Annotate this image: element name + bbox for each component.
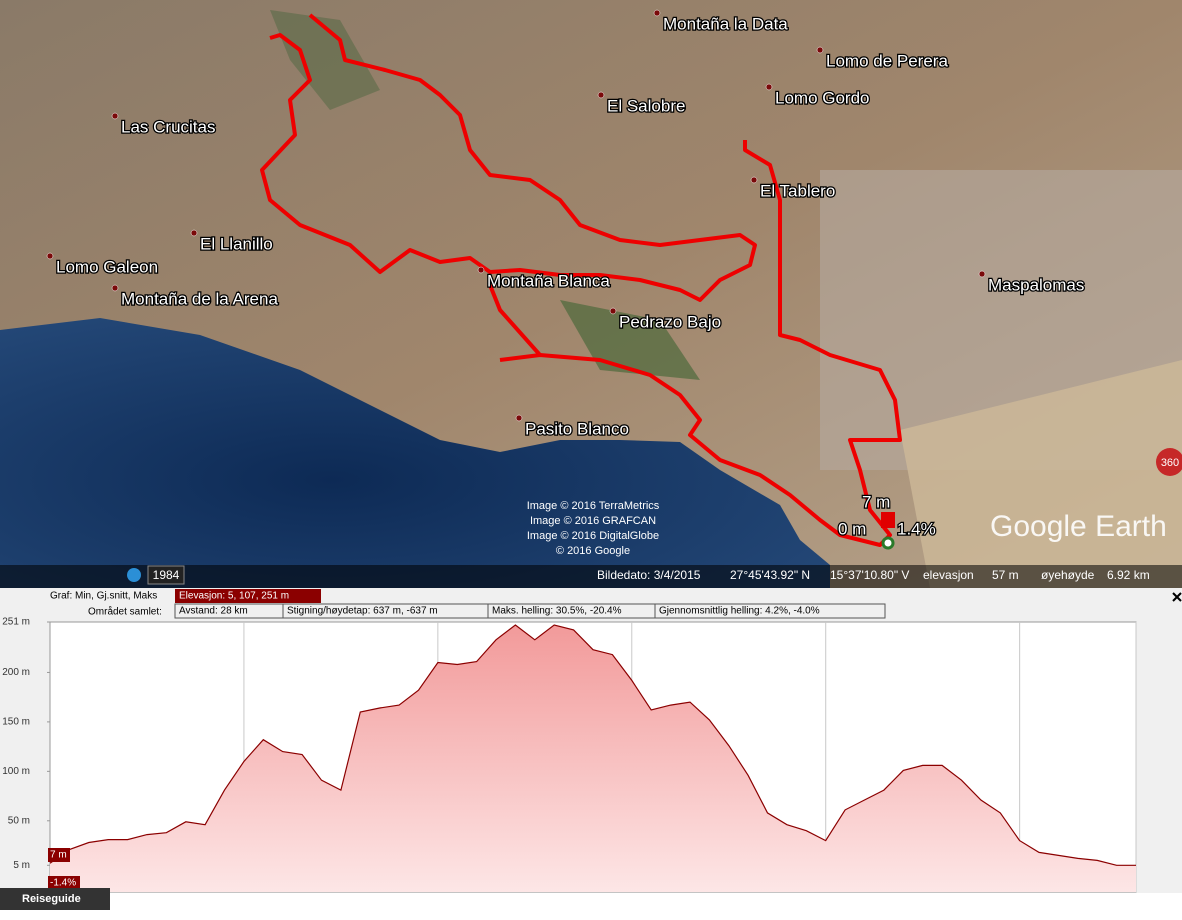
place-label: Lomo Gordo <box>775 88 870 107</box>
place-dot <box>111 112 119 120</box>
marker-height: 7 m <box>862 492 890 511</box>
place-label: Las Crucitas <box>121 117 215 136</box>
info-box <box>654 603 886 619</box>
sea <box>0 318 830 588</box>
place-dot <box>111 284 119 292</box>
place-label: Lomo Galeon <box>56 257 158 276</box>
place-label: Montaña Blanca <box>487 271 610 290</box>
area-label: Området samlet: <box>88 606 162 618</box>
place-dot <box>515 414 523 422</box>
golf <box>270 10 380 110</box>
area-fill <box>50 625 1136 892</box>
marker-grade: 1.4% <box>897 519 936 538</box>
avg-slope: Gjennomsnittlig helling: 4.2%, -4.0% <box>659 606 820 617</box>
elevation-stats: Elevasjon: 5, 107, 251 m <box>179 591 289 602</box>
graph-label: Graf: Min, Gj.snitt, Maks <box>50 591 157 602</box>
guide-label[interactable]: Reiseguide <box>22 893 81 905</box>
place-dot <box>816 46 824 54</box>
place-label: Lomo de Perera <box>826 51 948 70</box>
badge-bg[interactable] <box>1156 448 1182 476</box>
place-dot <box>609 307 617 315</box>
profile-info: Graf: Min, Gj.snitt, Maks Elevasjon: 5, … <box>0 588 1182 622</box>
elevation-value: 57 m <box>992 568 1019 582</box>
place-dot <box>477 266 485 274</box>
map-view[interactable]: 7 m 0 m 1.4% Montaña la Data Lomo de Pere… <box>0 0 1182 588</box>
elevation-line <box>49 624 1136 866</box>
place-label: Pasito Blanco <box>525 419 629 438</box>
year[interactable]: 1984 <box>153 568 180 582</box>
place-dot <box>190 229 198 237</box>
marker-base: 0 m <box>838 519 866 538</box>
y-tick-label: 50 m <box>8 815 30 826</box>
close-button[interactable] <box>1172 592 1182 602</box>
history-icon[interactable] <box>127 568 141 582</box>
max-slope: Maks. helling: 30.5%, -20.4% <box>492 606 622 617</box>
copyright: Image © 2016 DigitalGlobe <box>527 530 659 542</box>
elevation-label: elevasjon <box>923 568 974 582</box>
place-dot <box>765 83 773 91</box>
route <box>260 13 902 547</box>
place-dot <box>46 252 54 260</box>
longitude: 15°37'10.80" V <box>830 568 909 582</box>
logo: Google Earth <box>990 510 1167 543</box>
position-dot <box>881 536 895 550</box>
guide-button[interactable] <box>0 888 110 910</box>
place-dot <box>978 270 986 278</box>
place-label: El Salobre <box>607 96 685 115</box>
copyright: Image © 2016 TerraMetrics <box>527 500 660 512</box>
status-bar <box>0 565 1182 588</box>
place-label: Montaña de la Arena <box>121 289 278 308</box>
dunes <box>900 360 1182 588</box>
badge[interactable]: 360 <box>1161 457 1179 469</box>
position-marker <box>881 512 895 528</box>
year-box[interactable] <box>147 565 185 585</box>
latitude: 27°45'43.92" N <box>730 568 810 582</box>
place-label: El Tablero <box>760 181 835 200</box>
place-dot <box>653 9 661 17</box>
bottom-bar <box>0 893 1182 920</box>
y-tick-label: 251 m <box>2 617 30 628</box>
eye-value: 6.92 km <box>1107 568 1150 582</box>
cursor-box <box>48 848 70 862</box>
place-dot <box>750 176 758 184</box>
place-dot <box>597 91 605 99</box>
cursor-box <box>48 876 80 890</box>
place-label: Maspalomas <box>988 275 1084 294</box>
copyright: Image © 2016 GRAFCAN <box>530 515 656 527</box>
place-label: Pedrazo Bajo <box>619 312 721 331</box>
y-tick-label: 5 m <box>13 860 30 871</box>
y-tick-label: 150 m <box>2 717 30 728</box>
cursor-elevation: 7 m <box>50 850 67 861</box>
copyright: © 2016 Google <box>556 545 630 557</box>
y-tick-label: 200 m <box>2 667 30 678</box>
cursor-grade: -1.4% <box>50 878 76 889</box>
image-date: Bildedato: 3/4/2015 <box>597 568 701 582</box>
distance: Avstand: 28 km <box>179 606 248 617</box>
climb: Stigning/høydetap: 637 m, -637 m <box>287 606 438 617</box>
elevation-box <box>175 589 321 603</box>
place-label: Montaña la Data <box>663 14 788 33</box>
y-tick-label: 100 m <box>2 766 30 777</box>
eye-label: øyehøyde <box>1041 568 1095 582</box>
place-label: El Llanillo <box>200 234 273 253</box>
